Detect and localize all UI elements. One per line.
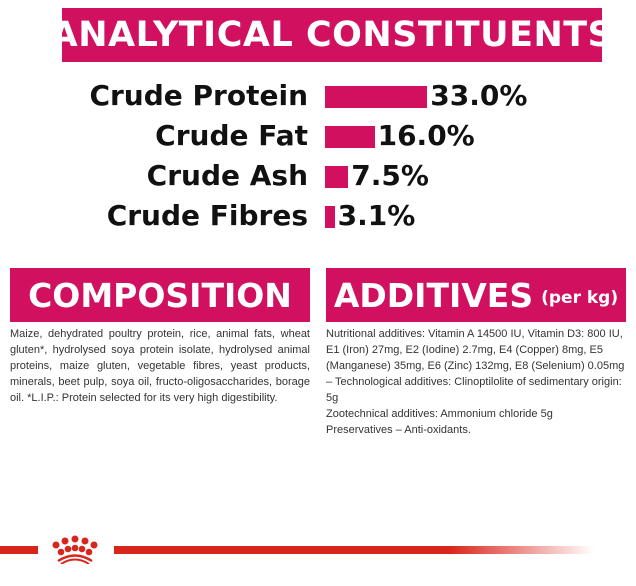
constituent-value: 7.5% — [351, 159, 429, 192]
additives-title: ADDITIVES — [333, 275, 534, 315]
constituent-row: Crude Fibres 3.1% — [0, 198, 636, 234]
constituent-row: Crude Protein 33.0% — [0, 78, 636, 114]
constituent-bar — [325, 126, 375, 148]
additives-line: Zootechnical additives: Ammonium chlorid… — [326, 408, 553, 420]
additives-line: Preservatives – Anti-oxidants. — [326, 424, 471, 436]
constituent-bar — [325, 166, 349, 188]
constituent-bar — [325, 86, 428, 108]
royal-canin-crown-logo — [52, 535, 98, 564]
composition-text: Maize, dehydrated poultry protein, rice,… — [10, 328, 310, 404]
constituent-value: 16.0% — [377, 119, 475, 152]
analytical-constituents-banner: ANALYTICAL CONSTITUENTS — [51, 8, 613, 62]
constituent-label: Crude Fibres — [106, 199, 308, 232]
additives-line: Nutritional additives: Vitamin A 14500 I… — [326, 328, 625, 404]
constituent-label: Crude Ash — [146, 159, 308, 192]
additives-text: Nutritional additives: Vitamin A 14500 I… — [326, 326, 626, 438]
constituent-value: 33.0% — [430, 79, 528, 112]
footer-line-right — [114, 546, 594, 554]
constituent-value: 3.1% — [337, 199, 416, 232]
footer-line-left — [0, 546, 38, 554]
additives-banner: ADDITIVES (per kg) — [326, 268, 626, 322]
constituent-label: Crude Protein — [89, 79, 308, 112]
constituent-bar — [325, 206, 335, 228]
composition-title: COMPOSITION — [28, 275, 292, 315]
constituent-row: Crude Fat 16.0% — [0, 118, 636, 154]
composition-banner: COMPOSITION — [10, 268, 310, 322]
constituent-row: Crude Ash 7.5% — [0, 158, 636, 194]
analytical-title: ANALYTICAL CONSTITUENTS — [50, 15, 614, 55]
constituent-label: Crude Fat — [155, 119, 308, 152]
additives-unit: (per kg) — [541, 288, 619, 308]
